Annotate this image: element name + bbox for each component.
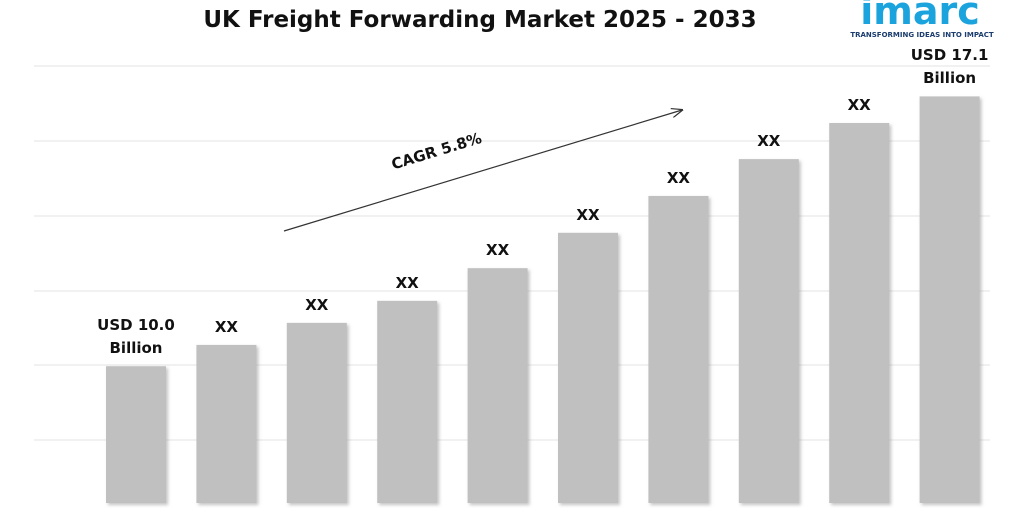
annotation: CAGR 5.8% <box>389 129 484 173</box>
bar <box>829 123 890 503</box>
bar <box>919 96 980 504</box>
logo-tagline: TRANSFORMING IDEAS INTO IMPACT <box>850 31 994 39</box>
value-label: USD 10.0 Billion <box>97 316 175 358</box>
bar <box>558 232 618 503</box>
bar <box>196 344 257 503</box>
bar <box>106 366 166 503</box>
chart-title: UK Freight Forwarding Market 2025 - 2033 <box>203 7 756 33</box>
value-label: XX <box>757 132 781 151</box>
value-label: XX <box>576 205 600 224</box>
value-label: XX <box>395 273 419 292</box>
bar <box>286 322 347 503</box>
bar <box>738 159 799 503</box>
value-label: XX <box>666 168 690 187</box>
value-label: XX <box>847 96 871 114</box>
cagr-arrow <box>283 110 682 232</box>
value-label: XX <box>214 317 238 336</box>
bar <box>648 195 709 503</box>
value-label: XX <box>305 295 329 314</box>
value-label: XX <box>486 241 510 260</box>
logo: imarc <box>860 0 980 33</box>
value-label: USD 17.1 Billion <box>910 46 989 88</box>
bar <box>377 300 438 503</box>
bar <box>467 268 528 503</box>
